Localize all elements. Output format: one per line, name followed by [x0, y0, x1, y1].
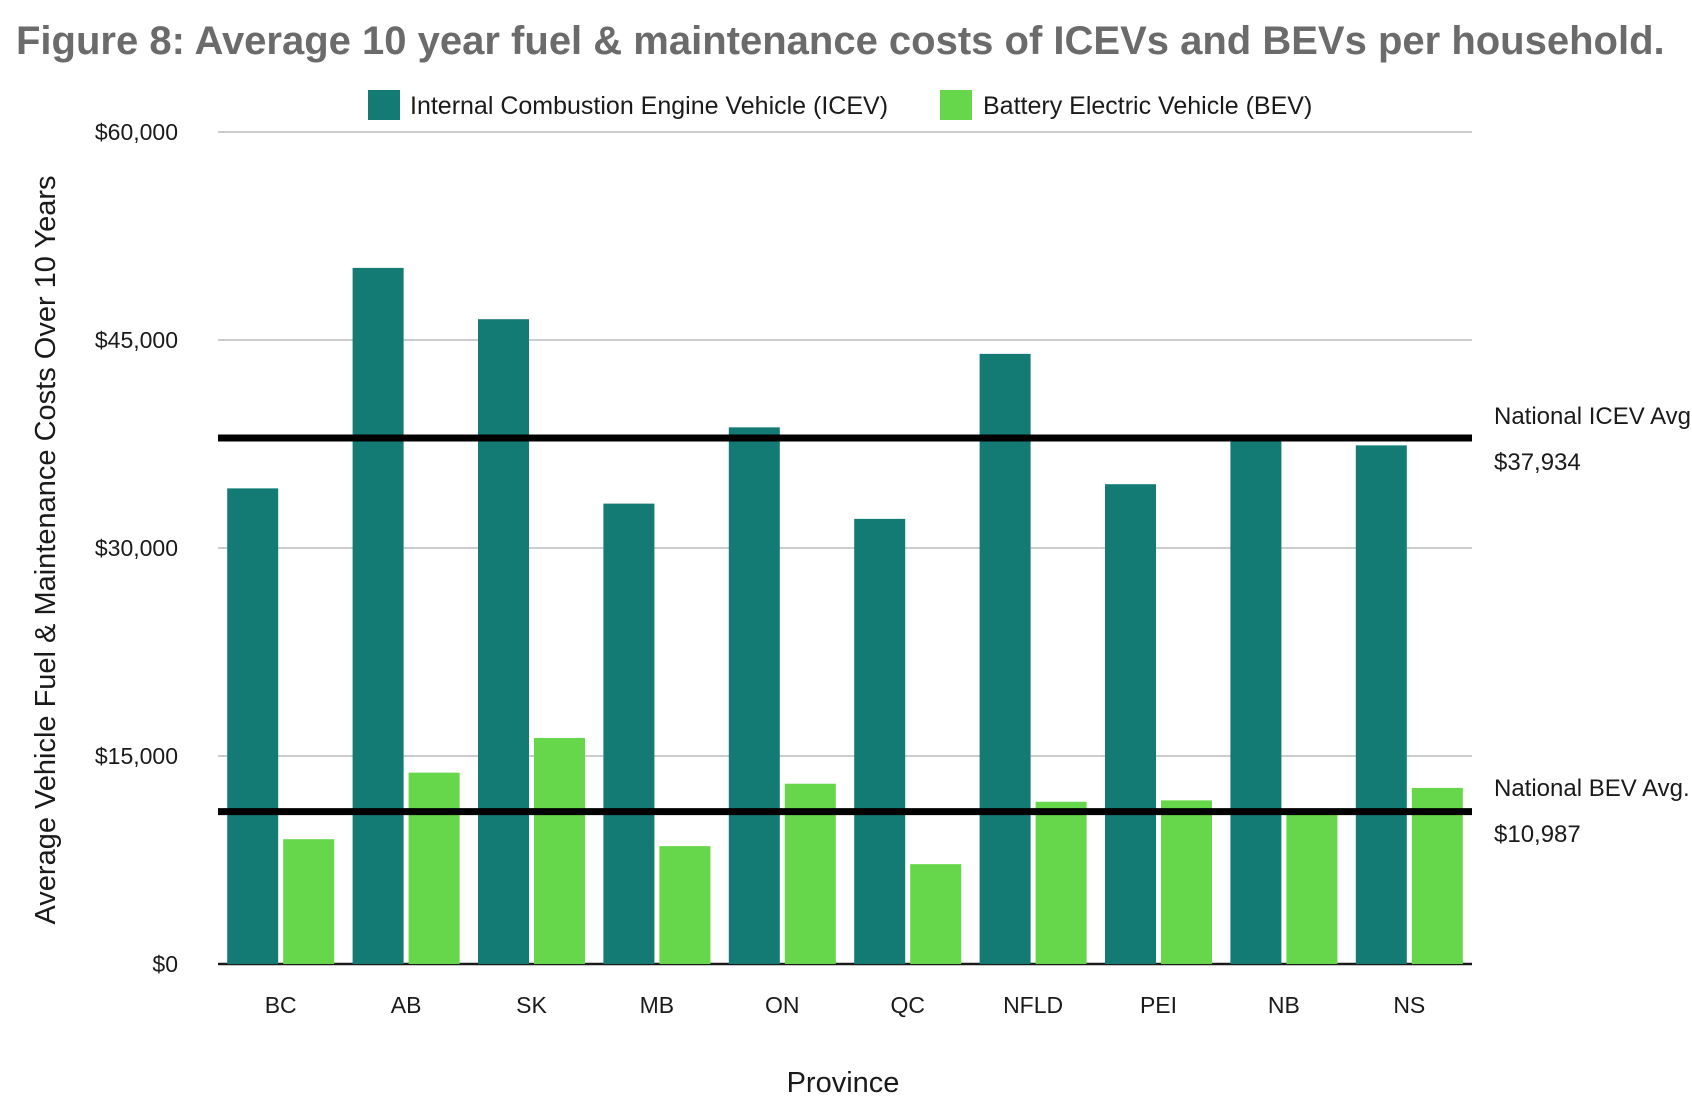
- y-tick-label: $60,000: [95, 119, 178, 145]
- bar-icev-qc: [854, 518, 906, 964]
- bar-icev-pei: [1105, 484, 1156, 964]
- bar-bev-pei: [1161, 800, 1212, 964]
- bar-bev-bc: [283, 839, 335, 964]
- legend-swatch-icev: [368, 90, 400, 120]
- bar-icev-mb: [603, 503, 655, 964]
- legend-swatch-bev: [940, 90, 972, 120]
- x-tick-label: SK: [516, 992, 547, 1018]
- bar-bev-nb: [1286, 812, 1338, 964]
- x-tick-label: NB: [1268, 992, 1300, 1018]
- x-axis-ticks: BC AB SK MB ON QC NFLD PEI NB NS: [265, 992, 1426, 1018]
- x-tick-label: QC: [890, 992, 925, 1018]
- bar-icev-ns: [1355, 445, 1407, 964]
- x-tick-label: AB: [391, 992, 422, 1018]
- national-bev-avg-value: $10,987: [1494, 821, 1581, 848]
- national-bev-avg-label: National BEV Avg.: [1494, 775, 1690, 802]
- y-axis-ticks: $0 $15,000 $30,000 $45,000 $60,000: [95, 119, 178, 977]
- bars: [227, 267, 1463, 965]
- bar-bev-mb: [659, 846, 711, 964]
- x-tick-label: NFLD: [1003, 992, 1063, 1018]
- bar-icev-bc: [227, 488, 279, 964]
- national-icev-avg-label: National ICEV Avg.: [1494, 403, 1692, 430]
- bar-icev-ab: [352, 267, 404, 965]
- y-tick-label: $0: [152, 951, 178, 977]
- y-tick-label: $30,000: [95, 535, 178, 561]
- national-icev-avg-value: $37,934: [1494, 449, 1581, 476]
- bar-icev-nfld: [979, 353, 1031, 964]
- legend-label-bev: Battery Electric Vehicle (BEV): [983, 92, 1312, 120]
- x-axis-title: Province: [787, 1067, 900, 1099]
- legend: Internal Combustion Engine Vehicle (ICEV…: [368, 90, 1312, 120]
- x-tick-label: MB: [640, 992, 675, 1018]
- legend-label-icev: Internal Combustion Engine Vehicle (ICEV…: [410, 92, 888, 120]
- reference-lines: [218, 434, 1472, 816]
- y-tick-label: $15,000: [95, 743, 178, 769]
- bar-bev-nfld: [1035, 801, 1087, 964]
- y-axis-title: Average Vehicle Fuel & Maintenance Costs…: [30, 175, 62, 924]
- bar-bev-qc: [910, 864, 962, 964]
- x-tick-label: ON: [765, 992, 800, 1018]
- bar-bev-ab: [408, 772, 460, 964]
- gridlines: [218, 131, 1472, 966]
- bar-bev-sk: [534, 737, 585, 964]
- bar-icev-on: [728, 427, 780, 964]
- chart-title: Figure 8: Average 10 year fuel & mainten…: [16, 19, 1665, 63]
- x-tick-label: BC: [265, 992, 297, 1018]
- y-tick-label: $45,000: [95, 327, 178, 353]
- bar-icev-sk: [478, 319, 529, 964]
- x-tick-label: NS: [1393, 992, 1425, 1018]
- x-tick-label: PEI: [1140, 992, 1177, 1018]
- bar-icev-nb: [1230, 438, 1282, 964]
- bar-bev-ns: [1411, 787, 1463, 964]
